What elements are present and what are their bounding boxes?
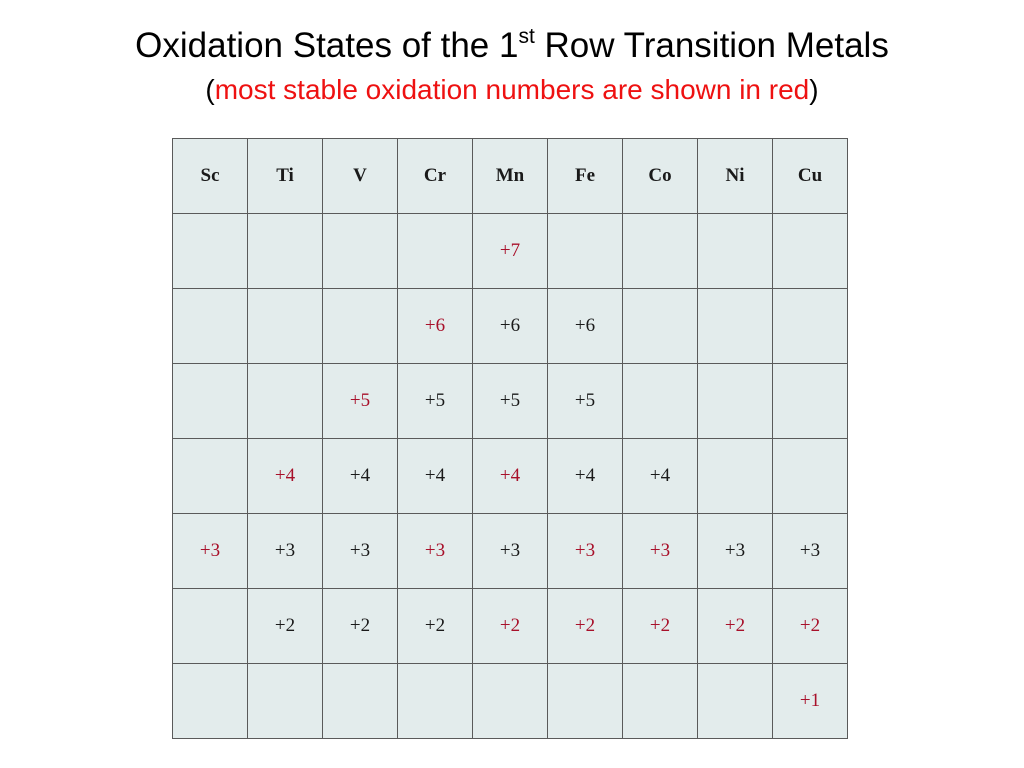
table-cell bbox=[772, 438, 848, 514]
table-cell: +4 bbox=[472, 438, 548, 514]
table-cell: +2 bbox=[772, 588, 848, 664]
slide-title: Oxidation States of the 1st Row Transiti… bbox=[0, 24, 1024, 68]
table-body: +7 +6 +6 +6 +5 +5 +5 +5 +4 +4 +4 +4 +4 +4 +3 +3 +3 +3 +3 +3… bbox=[172, 213, 848, 739]
title-text: Oxidation States of the 1 bbox=[135, 26, 519, 65]
header-cell: Ti bbox=[247, 138, 323, 214]
table-cell bbox=[172, 438, 248, 514]
table-cell bbox=[172, 588, 248, 664]
table-cell: +4 bbox=[397, 438, 473, 514]
table-cell bbox=[247, 363, 323, 439]
table-cell: +2 bbox=[247, 588, 323, 664]
header-cell: Fe bbox=[547, 138, 623, 214]
table-cell: +4 bbox=[322, 438, 398, 514]
table-cell: +2 bbox=[547, 588, 623, 664]
table-cell: +5 bbox=[322, 363, 398, 439]
table-cell: +5 bbox=[547, 363, 623, 439]
table-cell bbox=[397, 663, 473, 739]
table-cell bbox=[622, 363, 698, 439]
table-cell: +3 bbox=[397, 513, 473, 589]
table-cell bbox=[622, 213, 698, 289]
table-cell: +3 bbox=[472, 513, 548, 589]
table-cell: +2 bbox=[622, 588, 698, 664]
table-row: +1 bbox=[172, 663, 848, 739]
table-cell: +6 bbox=[397, 288, 473, 364]
table-cell: +3 bbox=[247, 513, 323, 589]
header-cell: Co bbox=[622, 138, 698, 214]
table-header-row: Sc Ti V Cr Mn Fe Co Ni Cu bbox=[172, 138, 848, 214]
table-cell: +5 bbox=[397, 363, 473, 439]
header-cell: Ni bbox=[697, 138, 773, 214]
table-cell: +3 bbox=[697, 513, 773, 589]
table-cell bbox=[172, 663, 248, 739]
table-cell: +1 bbox=[772, 663, 848, 739]
table-cell bbox=[697, 438, 773, 514]
subtitle-open-paren: ( bbox=[205, 74, 215, 105]
table-cell bbox=[772, 363, 848, 439]
table-cell: +3 bbox=[322, 513, 398, 589]
table-cell: +5 bbox=[472, 363, 548, 439]
table-row: +7 bbox=[172, 213, 848, 289]
table-cell bbox=[547, 663, 623, 739]
table-cell bbox=[247, 213, 323, 289]
table-cell bbox=[772, 213, 848, 289]
slide-subtitle: (most stable oxidation numbers are shown… bbox=[0, 72, 1024, 108]
subtitle-close-paren: ) bbox=[809, 74, 819, 105]
table-cell: +2 bbox=[397, 588, 473, 664]
table-cell: +4 bbox=[622, 438, 698, 514]
table-cell: +6 bbox=[547, 288, 623, 364]
table-row: +5 +5 +5 +5 bbox=[172, 363, 848, 439]
table-cell bbox=[172, 363, 248, 439]
table-cell bbox=[472, 663, 548, 739]
header-cell: Mn bbox=[472, 138, 548, 214]
table-cell: +6 bbox=[472, 288, 548, 364]
table-cell: +2 bbox=[322, 588, 398, 664]
table-cell bbox=[697, 363, 773, 439]
table-cell: +2 bbox=[472, 588, 548, 664]
table-cell bbox=[172, 213, 248, 289]
oxidation-states-table: Sc Ti V Cr Mn Fe Co Ni Cu +7 +6 +6 +6 +5 +5 +5… bbox=[172, 138, 848, 739]
table-cell bbox=[622, 288, 698, 364]
table-cell bbox=[322, 288, 398, 364]
header-cell: Cr bbox=[397, 138, 473, 214]
table-cell: +3 bbox=[172, 513, 248, 589]
table-cell bbox=[697, 288, 773, 364]
table-cell: +3 bbox=[622, 513, 698, 589]
header-cell: Sc bbox=[172, 138, 248, 214]
table-cell: +7 bbox=[472, 213, 548, 289]
table-cell bbox=[697, 213, 773, 289]
header-cell: Cu bbox=[772, 138, 848, 214]
table-cell bbox=[247, 663, 323, 739]
table-cell: +4 bbox=[547, 438, 623, 514]
title-superscript: st bbox=[518, 25, 535, 48]
table-cell bbox=[772, 288, 848, 364]
table-cell: +2 bbox=[697, 588, 773, 664]
table-row: +6 +6 +6 bbox=[172, 288, 848, 364]
table-row: +4 +4 +4 +4 +4 +4 bbox=[172, 438, 848, 514]
header-cell: V bbox=[322, 138, 398, 214]
table-cell: +3 bbox=[547, 513, 623, 589]
table-cell bbox=[697, 663, 773, 739]
table-cell bbox=[622, 663, 698, 739]
table-cell bbox=[322, 213, 398, 289]
table-cell bbox=[547, 213, 623, 289]
table-cell bbox=[322, 663, 398, 739]
table-cell: +4 bbox=[247, 438, 323, 514]
table-cell bbox=[172, 288, 248, 364]
table-cell: +3 bbox=[772, 513, 848, 589]
table-row: +3 +3 +3 +3 +3 +3 +3 +3 +3 bbox=[172, 513, 848, 589]
title-text-end: Row Transition Metals bbox=[534, 26, 889, 65]
table-cell bbox=[397, 213, 473, 289]
table-row: +2 +2 +2 +2 +2 +2 +2 +2 bbox=[172, 588, 848, 664]
subtitle-red-text: most stable oxidation numbers are shown … bbox=[214, 74, 810, 105]
table-cell bbox=[247, 288, 323, 364]
